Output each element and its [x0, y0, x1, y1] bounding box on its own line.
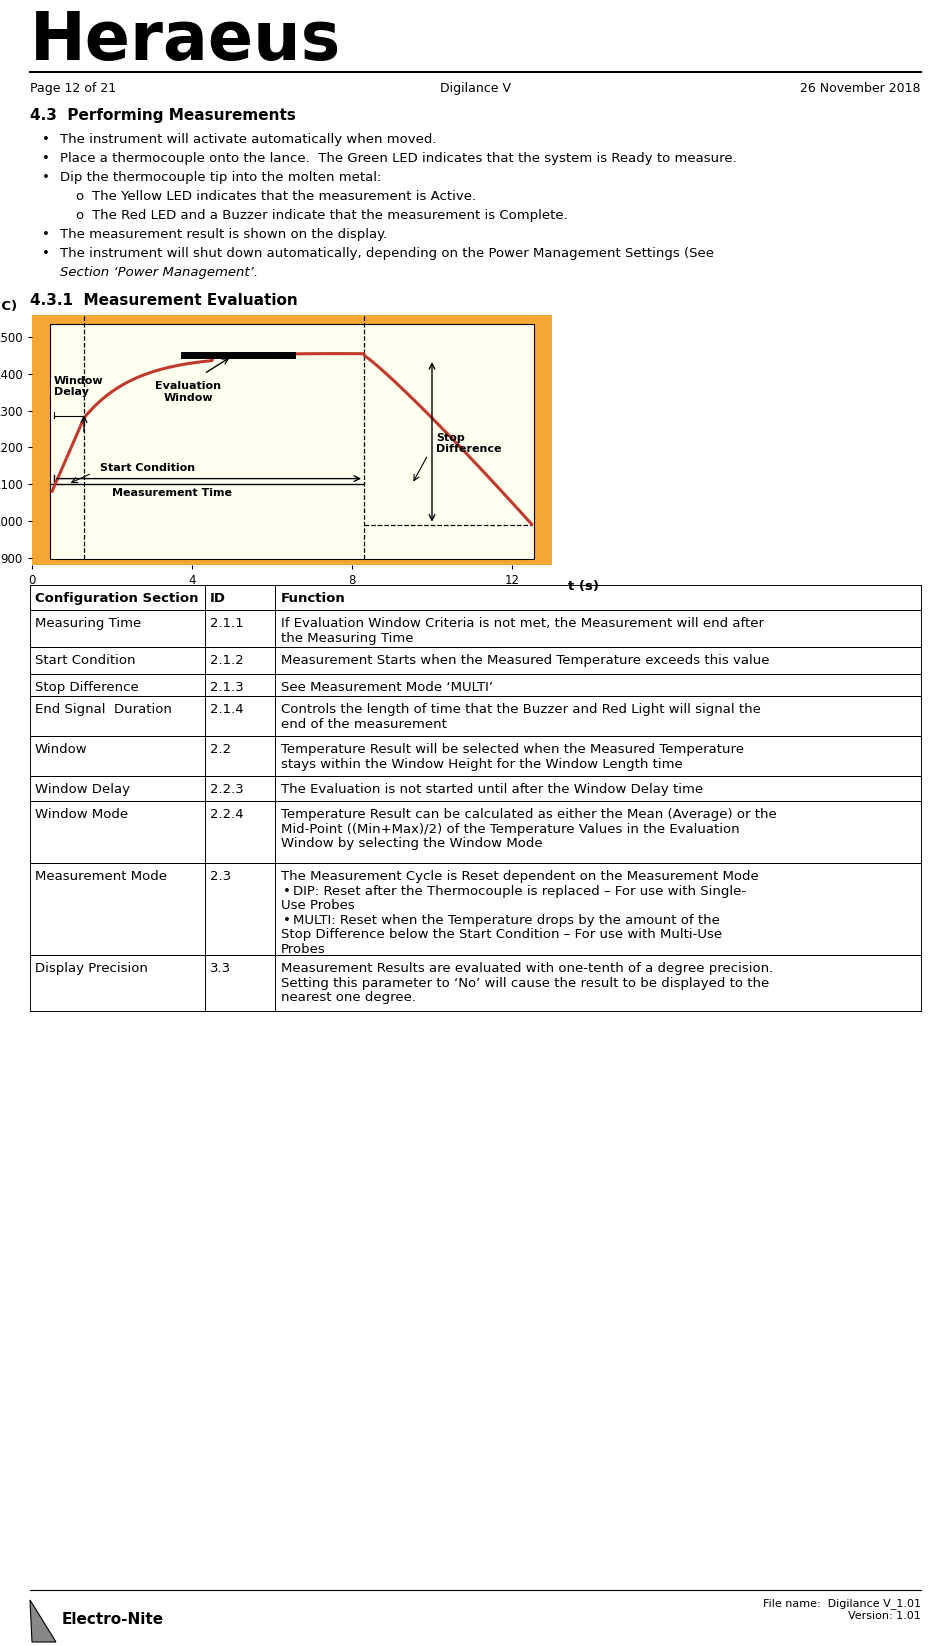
Text: Setting this parameter to ‘No’ will cause the result to be displayed to the: Setting this parameter to ‘No’ will caus…	[281, 976, 769, 989]
Text: 2.3: 2.3	[210, 871, 231, 882]
Text: The Red LED and a Buzzer indicate that the measurement is Complete.: The Red LED and a Buzzer indicate that t…	[92, 209, 568, 222]
Text: 4.3.1  Measurement Evaluation: 4.3.1 Measurement Evaluation	[30, 293, 298, 308]
FancyBboxPatch shape	[32, 314, 552, 565]
Text: Stop Difference below the Start Condition – For use with Multi-Use: Stop Difference below the Start Conditio…	[281, 928, 722, 942]
Text: o: o	[75, 209, 83, 222]
Text: Measurement Starts when the Measured Temperature exceeds this value: Measurement Starts when the Measured Tem…	[281, 653, 769, 667]
Text: Measurement Results are evaluated with one-tenth of a degree precision.: Measurement Results are evaluated with o…	[281, 961, 773, 974]
Text: Window Mode: Window Mode	[35, 808, 128, 821]
Text: MULTI: Reset when the Temperature drops by the amount of the: MULTI: Reset when the Temperature drops …	[293, 914, 720, 927]
Text: The Yellow LED indicates that the measurement is Active.: The Yellow LED indicates that the measur…	[92, 189, 476, 202]
Text: Start Condition: Start Condition	[35, 653, 135, 667]
Text: Use Probes: Use Probes	[281, 899, 355, 912]
Text: See Measurement Mode ‘MULTI’: See Measurement Mode ‘MULTI’	[281, 681, 493, 695]
Text: Measuring Time: Measuring Time	[35, 617, 142, 630]
Text: 3.3: 3.3	[210, 961, 231, 974]
Text: •: •	[42, 171, 49, 184]
Text: Probes: Probes	[281, 943, 326, 955]
Text: o: o	[75, 189, 83, 202]
Text: 2.2.4: 2.2.4	[210, 808, 243, 821]
Text: Window
Delay: Window Delay	[54, 375, 104, 397]
Text: 2.1.4: 2.1.4	[210, 703, 243, 716]
Text: Window Delay: Window Delay	[35, 783, 130, 797]
Text: ID: ID	[210, 593, 226, 606]
Text: Function: Function	[281, 593, 346, 606]
Text: Controls the length of time that the Buzzer and Red Light will signal the: Controls the length of time that the Buz…	[281, 703, 761, 716]
Polygon shape	[30, 1600, 56, 1643]
Text: 2.2.3: 2.2.3	[210, 783, 243, 797]
Text: File name:  Digilance V_1.01
Version: 1.01: File name: Digilance V_1.01 Version: 1.0…	[763, 1598, 921, 1621]
Text: •: •	[283, 884, 291, 897]
Text: DIP: Reset after the Thermocouple is replaced – For use with Single-: DIP: Reset after the Thermocouple is rep…	[293, 884, 747, 897]
Text: end of the measurement: end of the measurement	[281, 718, 447, 731]
Text: Dip the thermocouple tip into the molten metal:: Dip the thermocouple tip into the molten…	[60, 171, 381, 184]
Text: T (°C): T (°C)	[0, 300, 17, 313]
Text: Page 12 of 21: Page 12 of 21	[30, 82, 116, 95]
Text: t (s): t (s)	[568, 579, 598, 593]
Text: •: •	[42, 247, 49, 260]
Text: The measurement result is shown on the display.: The measurement result is shown on the d…	[60, 229, 387, 240]
Text: The Measurement Cycle is Reset dependent on the Measurement Mode: The Measurement Cycle is Reset dependent…	[281, 871, 759, 882]
Text: Mid-Point ((Min+Max)/2) of the Temperature Values in the Evaluation: Mid-Point ((Min+Max)/2) of the Temperatu…	[281, 823, 740, 836]
Text: 2.2: 2.2	[210, 742, 231, 756]
Text: End Signal  Duration: End Signal Duration	[35, 703, 172, 716]
Text: •: •	[283, 914, 291, 927]
Text: The instrument will shut down automatically, depending on the Power Management S: The instrument will shut down automatica…	[60, 247, 714, 260]
Text: Display Precision: Display Precision	[35, 961, 147, 974]
Text: the Measuring Time: the Measuring Time	[281, 632, 414, 645]
Text: If Evaluation Window Criteria is not met, the Measurement will end after: If Evaluation Window Criteria is not met…	[281, 617, 764, 630]
Text: Start Condition: Start Condition	[100, 463, 195, 472]
Text: Place a thermocouple onto the lance.  The Green LED indicates that the system is: Place a thermocouple onto the lance. The…	[60, 151, 737, 165]
Text: 4.3  Performing Measurements: 4.3 Performing Measurements	[30, 109, 296, 123]
Text: 2.1.3: 2.1.3	[210, 681, 243, 695]
Text: Window: Window	[35, 742, 87, 756]
Text: The Evaluation is not started until after the Window Delay time: The Evaluation is not started until afte…	[281, 783, 703, 797]
Text: 2.1.2: 2.1.2	[210, 653, 243, 667]
Text: Temperature Result will be selected when the Measured Temperature: Temperature Result will be selected when…	[281, 742, 744, 756]
FancyBboxPatch shape	[50, 324, 534, 560]
Text: Section ‘Power Management’.: Section ‘Power Management’.	[60, 267, 258, 280]
Text: Configuration Section: Configuration Section	[35, 593, 199, 606]
Text: 2.1.1: 2.1.1	[210, 617, 243, 630]
Text: Electro-Nite: Electro-Nite	[62, 1613, 165, 1628]
Text: The instrument will activate automatically when moved.: The instrument will activate automatical…	[60, 133, 437, 146]
Text: nearest one degree.: nearest one degree.	[281, 991, 416, 1004]
Text: Digilance V: Digilance V	[440, 82, 511, 95]
Text: •: •	[42, 229, 49, 240]
Text: 26 November 2018: 26 November 2018	[801, 82, 921, 95]
Text: •: •	[42, 151, 49, 165]
Text: Evaluation
Window: Evaluation Window	[155, 382, 221, 403]
Text: Temperature Result can be calculated as either the Mean (Average) or the: Temperature Result can be calculated as …	[281, 808, 777, 821]
Text: •: •	[42, 133, 49, 146]
Text: Heraeus: Heraeus	[30, 8, 341, 74]
Text: Stop
Difference: Stop Difference	[436, 433, 501, 454]
Text: Measurement Mode: Measurement Mode	[35, 871, 167, 882]
Text: Measurement Time: Measurement Time	[112, 487, 232, 497]
Text: stays within the Window Height for the Window Length time: stays within the Window Height for the W…	[281, 757, 683, 770]
Text: Stop Difference: Stop Difference	[35, 681, 139, 695]
Text: Window by selecting the Window Mode: Window by selecting the Window Mode	[281, 838, 543, 849]
